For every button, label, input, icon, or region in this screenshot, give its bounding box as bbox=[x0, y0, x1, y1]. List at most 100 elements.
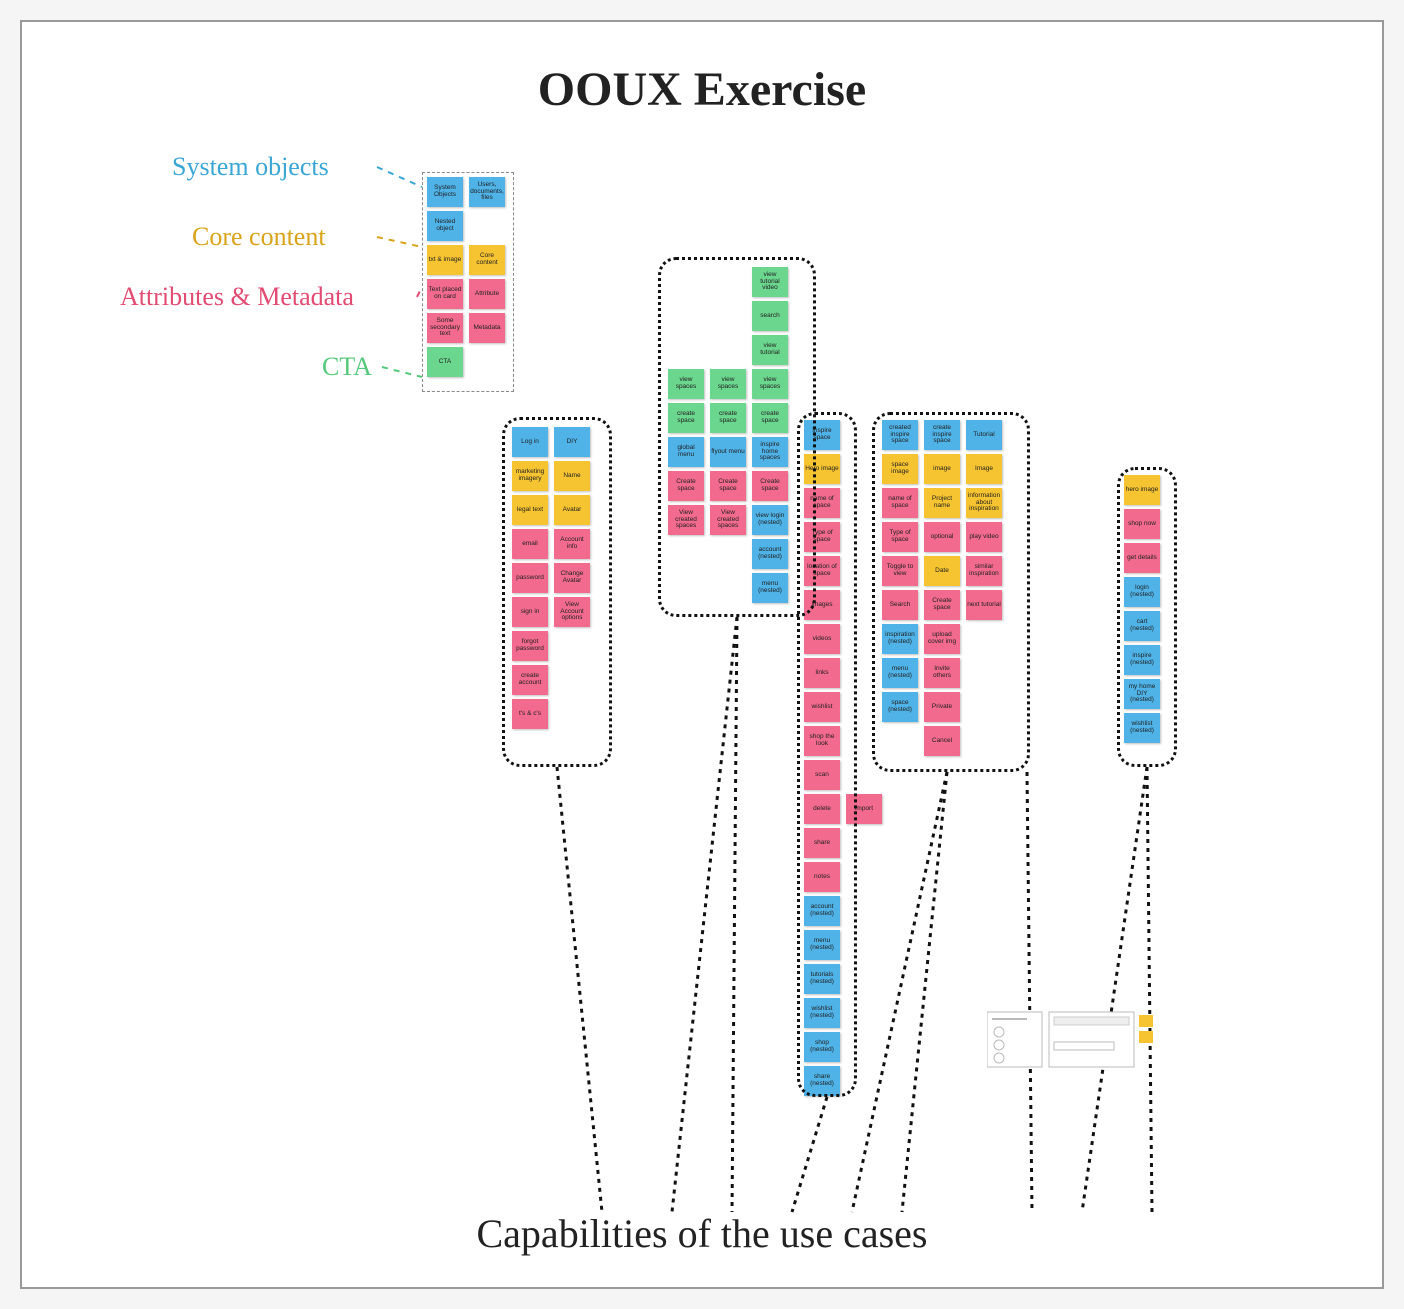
g5-note-4: cart (nested) bbox=[1124, 611, 1160, 641]
g2-note-6: create space bbox=[668, 403, 704, 433]
g1-note-4: legal text bbox=[512, 495, 548, 525]
legend-note-3: txt & image bbox=[427, 245, 463, 275]
g2-note-10: flyout menu bbox=[710, 437, 746, 467]
g4-note-6: name of space bbox=[882, 488, 918, 518]
connector-svg bbox=[22, 22, 1386, 1291]
g3-note-13: share bbox=[804, 828, 840, 858]
g3-note-2: name of space bbox=[804, 488, 840, 518]
g2-note-14: Create space bbox=[752, 471, 788, 501]
g3-note-1: Hero image bbox=[804, 454, 840, 484]
g1-note-0: Log in bbox=[512, 427, 548, 457]
wireframe-thumb bbox=[987, 1007, 1157, 1077]
g5-note-7: wishlist (nested) bbox=[1124, 713, 1160, 743]
g3-note-0: inspire space bbox=[804, 420, 840, 450]
g2-note-3: view spaces bbox=[668, 369, 704, 399]
g2-note-13: Create space bbox=[710, 471, 746, 501]
g2-note-11: inspire home spaces bbox=[752, 437, 788, 467]
legend-label-2: Attributes & Metadata bbox=[120, 282, 354, 312]
g1-note-13: create account bbox=[512, 665, 548, 695]
g4-note-11: play video bbox=[966, 522, 1002, 552]
g3-note-18: wishlist (nested) bbox=[804, 998, 840, 1028]
g2-note-12: Create space bbox=[668, 471, 704, 501]
legend-note-1: Users, documents, files bbox=[469, 177, 505, 207]
g1-note-10: sign in bbox=[512, 597, 548, 627]
g2-note-8: create space bbox=[752, 403, 788, 433]
legend-label-0: System objects bbox=[172, 152, 329, 182]
g3-note-5: images bbox=[804, 590, 840, 620]
g4-note-12: Toggle to view bbox=[882, 556, 918, 586]
g3-note-14: notes bbox=[804, 862, 840, 892]
g2-note-5: view spaces bbox=[752, 369, 788, 399]
legend-note-2: Nested object bbox=[427, 211, 463, 241]
g3-note-6: videos bbox=[804, 624, 840, 654]
g1-note-9: Change Avatar bbox=[554, 563, 590, 593]
g1-note-12: forgot password bbox=[512, 631, 548, 661]
g3-note-17: tutorials (nested) bbox=[804, 964, 840, 994]
page-title: OOUX Exercise bbox=[22, 62, 1382, 117]
g2-note-2: view tutorial bbox=[752, 335, 788, 365]
g3-note-12: import bbox=[846, 794, 882, 824]
g5-note-2: get details bbox=[1124, 543, 1160, 573]
g1-note-7: Account info bbox=[554, 529, 590, 559]
g4-note-19: upload cover img bbox=[924, 624, 960, 654]
g3-note-11: delete bbox=[804, 794, 840, 824]
g4-note-20: menu (nested) bbox=[882, 658, 918, 688]
g2-note-17: view login (nested) bbox=[752, 505, 788, 535]
g1-note-11: View Account options bbox=[554, 597, 590, 627]
g4-note-16: Create space bbox=[924, 590, 960, 620]
g3-note-15: account (nested) bbox=[804, 896, 840, 926]
g4-note-7: Project name bbox=[924, 488, 960, 518]
g4-note-14: similar inspiration bbox=[966, 556, 1002, 586]
g1-note-2: marketing imagery bbox=[512, 461, 548, 491]
g2-note-4: view spaces bbox=[710, 369, 746, 399]
g5-note-0: hero image bbox=[1124, 475, 1160, 505]
g2-note-9: global menu bbox=[668, 437, 704, 467]
g3-note-9: shop the look bbox=[804, 726, 840, 756]
g2-note-19: menu (nested) bbox=[752, 573, 788, 603]
g2-note-15: View created spaces bbox=[668, 505, 704, 535]
legend-note-6: Attribute bbox=[469, 279, 505, 309]
canvas-frame: OOUX Exercise Capabilities of the use ca… bbox=[20, 20, 1384, 1289]
g3-note-7: links bbox=[804, 658, 840, 688]
g1-note-5: Avatar bbox=[554, 495, 590, 525]
legend-note-7: Some secondary text bbox=[427, 313, 463, 343]
g4-note-21: Invite others bbox=[924, 658, 960, 688]
g3-note-4: location of space bbox=[804, 556, 840, 586]
legend-note-0: System Objects bbox=[427, 177, 463, 207]
g4-note-5: Image bbox=[966, 454, 1002, 484]
g4-note-9: Type of space bbox=[882, 522, 918, 552]
g4-note-4: image bbox=[924, 454, 960, 484]
g1-note-8: password bbox=[512, 563, 548, 593]
page-footer: Capabilities of the use cases bbox=[22, 1210, 1382, 1257]
g2-note-16: View created spaces bbox=[710, 505, 746, 535]
g4-note-0: created inspire space bbox=[882, 420, 918, 450]
g5-note-6: my home DIY (nested) bbox=[1124, 679, 1160, 709]
g2-note-7: create space bbox=[710, 403, 746, 433]
g3-note-8: wishlist bbox=[804, 692, 840, 722]
g2-note-0: view tutorial video bbox=[752, 267, 788, 297]
g4-note-22: space (nested) bbox=[882, 692, 918, 722]
legend-note-9: CTA bbox=[427, 347, 463, 377]
g4-note-17: next tutorial bbox=[966, 590, 1002, 620]
g1-note-1: DIY bbox=[554, 427, 590, 457]
g4-note-2: Tutorial bbox=[966, 420, 1002, 450]
g4-note-3: space image bbox=[882, 454, 918, 484]
g4-note-18: inspiration (nested) bbox=[882, 624, 918, 654]
g3-note-19: shop (nested) bbox=[804, 1032, 840, 1062]
g5-note-3: login (nested) bbox=[1124, 577, 1160, 607]
g4-note-10: optional bbox=[924, 522, 960, 552]
g4-note-13: Date bbox=[924, 556, 960, 586]
g3-note-20: share (nested) bbox=[804, 1066, 840, 1096]
g4-note-15: Search bbox=[882, 590, 918, 620]
g3-note-3: Type of space bbox=[804, 522, 840, 552]
g1-note-6: email bbox=[512, 529, 548, 559]
g1-note-14: t's & c's bbox=[512, 699, 548, 729]
g3-note-16: menu (nested) bbox=[804, 930, 840, 960]
g1-note-3: Name bbox=[554, 461, 590, 491]
g5-note-1: shop now bbox=[1124, 509, 1160, 539]
g4-note-1: create inspire space bbox=[924, 420, 960, 450]
legend-label-3: CTA bbox=[322, 352, 372, 382]
g2-note-18: account (nested) bbox=[752, 539, 788, 569]
g4-note-24: Cancel bbox=[924, 726, 960, 756]
g3-note-10: scan bbox=[804, 760, 840, 790]
